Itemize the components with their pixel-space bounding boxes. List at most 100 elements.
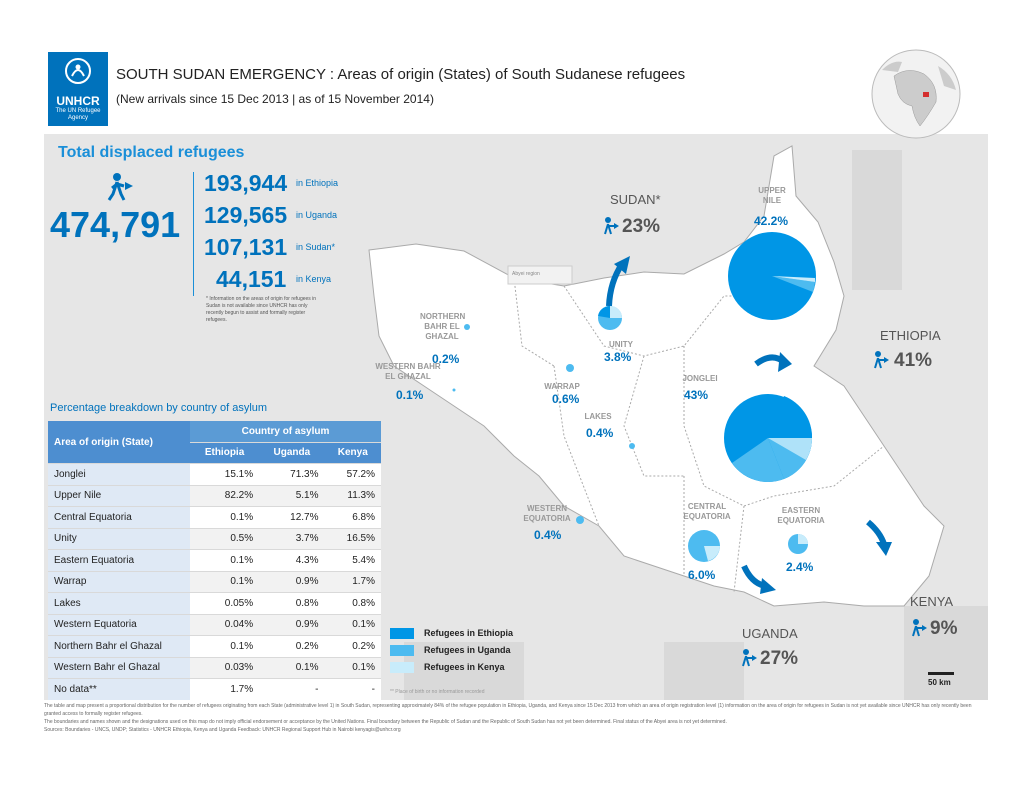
legend-swatch-ethiopia — [390, 628, 414, 640]
state-pct: 0.4% — [586, 426, 614, 440]
pie-unity — [598, 305, 622, 330]
uganda-cell: 12.7% — [259, 506, 325, 529]
country-label-sudan: SUDAN* — [610, 192, 661, 207]
kenya-cell: 0.1% — [324, 657, 381, 679]
refugee-icon — [912, 619, 927, 637]
kenya-cell: 5.4% — [324, 549, 381, 572]
state-cell: Western Bahr el Ghazal — [48, 657, 190, 679]
ethiopia-cell: 1.7% — [190, 678, 260, 700]
pie-western-bahr-el-ghazal — [452, 388, 456, 392]
count-label: in Sudan* — [296, 242, 336, 252]
legend-label: Refugees in Ethiopia — [424, 628, 514, 638]
unhcr-logo: UNHCR The UN Refugee Agency — [48, 52, 108, 126]
ethiopia-cell: 0.05% — [190, 592, 260, 615]
state-pct: 6.0% — [688, 568, 716, 582]
legend: Refugees in Ethiopia Refugees in Uganda … — [390, 628, 514, 674]
uganda-cell: 5.1% — [259, 485, 325, 507]
total-heading: Total displaced refugees — [58, 144, 245, 161]
table-row: No data** 1.7% - - — [48, 678, 381, 700]
state-pct: 0.4% — [534, 528, 562, 542]
count-label: in Kenya — [296, 274, 332, 284]
count-value: 193,944 — [204, 170, 288, 196]
state-label: WESTERN BAHR EL GHAZAL — [375, 362, 441, 381]
scale-label: 50 km — [928, 678, 951, 687]
uganda-cell: 0.2% — [259, 635, 325, 658]
legend-label: Refugees in Uganda — [424, 645, 511, 656]
table-header-area: Area of origin (State) — [48, 421, 190, 464]
state-label: UNITY — [609, 340, 633, 349]
state-label: CENTRAL EQUATORIA — [683, 502, 731, 521]
scale-bar: 50 km — [928, 672, 954, 687]
kenya-cell: 11.3% — [324, 485, 381, 507]
ethiopia-cell: 0.5% — [190, 528, 260, 550]
table-row: Warrap 0.1% 0.9% 1.7% — [48, 571, 381, 593]
uganda-cell: 0.8% — [259, 592, 325, 615]
logo-label: UNHCR — [56, 94, 100, 108]
country-pct-sudan: 23% — [622, 216, 661, 237]
state-cell: Unity — [48, 528, 190, 550]
ethiopia-cell: 15.1% — [190, 463, 260, 486]
page-subtitle: (New arrivals since 15 Dec 2013 | as of … — [116, 92, 434, 106]
count-value: 107,131 — [204, 234, 288, 260]
uganda-cell: 3.7% — [259, 528, 325, 550]
country-pct-uganda: 27% — [760, 648, 799, 669]
count-value: 44,151 — [216, 266, 287, 292]
page-title: SOUTH SUDAN EMERGENCY : Areas of origin … — [116, 66, 686, 83]
table-row: Northern Bahr el Ghazal 0.1% 0.2% 0.2% — [48, 635, 381, 658]
state-pct: 2.4% — [786, 560, 814, 574]
table-header-group: Country of asylum — [190, 421, 381, 443]
ethiopia-cell: 0.1% — [190, 635, 260, 658]
refugee-icon — [874, 351, 889, 369]
kenya-cell: - — [324, 678, 381, 700]
header: UNHCR The UN Refugee Agency SOUTH SUDAN … — [44, 46, 988, 139]
state-label: NORTHERN BAHR EL GHAZAL — [420, 312, 466, 341]
breakdown-title: Percentage breakdown by country of asylu… — [50, 402, 268, 414]
pie-jonglei — [724, 394, 813, 482]
country-label-kenya: KENYA — [910, 594, 954, 609]
total-country-kenya: 44,151 — [216, 266, 286, 293]
refugee-icon — [742, 649, 757, 667]
state-pct: 3.8% — [604, 350, 632, 364]
refugee-icon — [107, 173, 133, 201]
state-pct: 0.2% — [432, 352, 460, 366]
table-row: Jonglei 15.1% 71.3% 57.2% — [48, 463, 381, 486]
legend-item: Refugees in Kenya — [390, 662, 513, 674]
legend-label: Refugees in Kenya — [424, 662, 505, 673]
state-label: EASTERN EQUATORIA — [777, 506, 825, 525]
col-ethiopia: Ethiopia — [190, 442, 260, 464]
ethiopia-cell: 0.04% — [190, 614, 260, 636]
total-displaced-value: 474,791 — [50, 204, 181, 245]
table-row: Central Equatoria 0.1% 12.7% 6.8% — [48, 506, 381, 529]
kenya-cell: 57.2% — [324, 463, 381, 486]
refugee-icon — [604, 217, 619, 235]
country-pct-ethiopia: 41% — [894, 350, 933, 371]
col-kenya: Kenya — [324, 442, 381, 464]
uganda-cell: 4.3% — [259, 549, 325, 572]
logo-sub: The UN Refugee Agency — [55, 108, 101, 121]
uganda-cell: 71.3% — [259, 463, 325, 486]
state-label: WESTERN EQUATORIA — [523, 504, 571, 523]
count-value: 129,565 — [204, 202, 288, 228]
sudan-footnote: * Information on the areas of origin for… — [206, 296, 317, 323]
uganda-cell: 0.9% — [259, 614, 325, 636]
scale-line — [928, 672, 954, 675]
kenya-cell: 0.8% — [324, 592, 381, 615]
state-cell: Western Equatoria — [48, 614, 190, 636]
map-note: ** Place of birth or no information reco… — [390, 689, 485, 695]
legend-item: Refugees in Ethiopia — [390, 628, 514, 640]
total-country-uganda: 129,565 — [204, 202, 287, 229]
kenya-cell: 6.8% — [324, 506, 381, 529]
state-pct: 0.6% — [552, 392, 580, 406]
state-cell: Jonglei — [48, 463, 190, 486]
total-country-sudan: 107,131 — [204, 234, 287, 261]
count-label: in Uganda — [296, 210, 338, 220]
map-graphic — [368, 145, 988, 700]
table-row: Upper Nile 82.2% 5.1% 11.3% — [48, 485, 381, 507]
kenya-cell: 1.7% — [324, 571, 381, 593]
ethiopia-cell: 0.1% — [190, 506, 260, 529]
kenya-cell: 16.5% — [324, 528, 381, 550]
state-cell: No data** — [48, 678, 190, 700]
country-label-uganda: UGANDA — [742, 626, 798, 641]
pie-lakes — [629, 443, 635, 449]
country-label-ethiopia: ETHIOPIA — [880, 328, 941, 343]
